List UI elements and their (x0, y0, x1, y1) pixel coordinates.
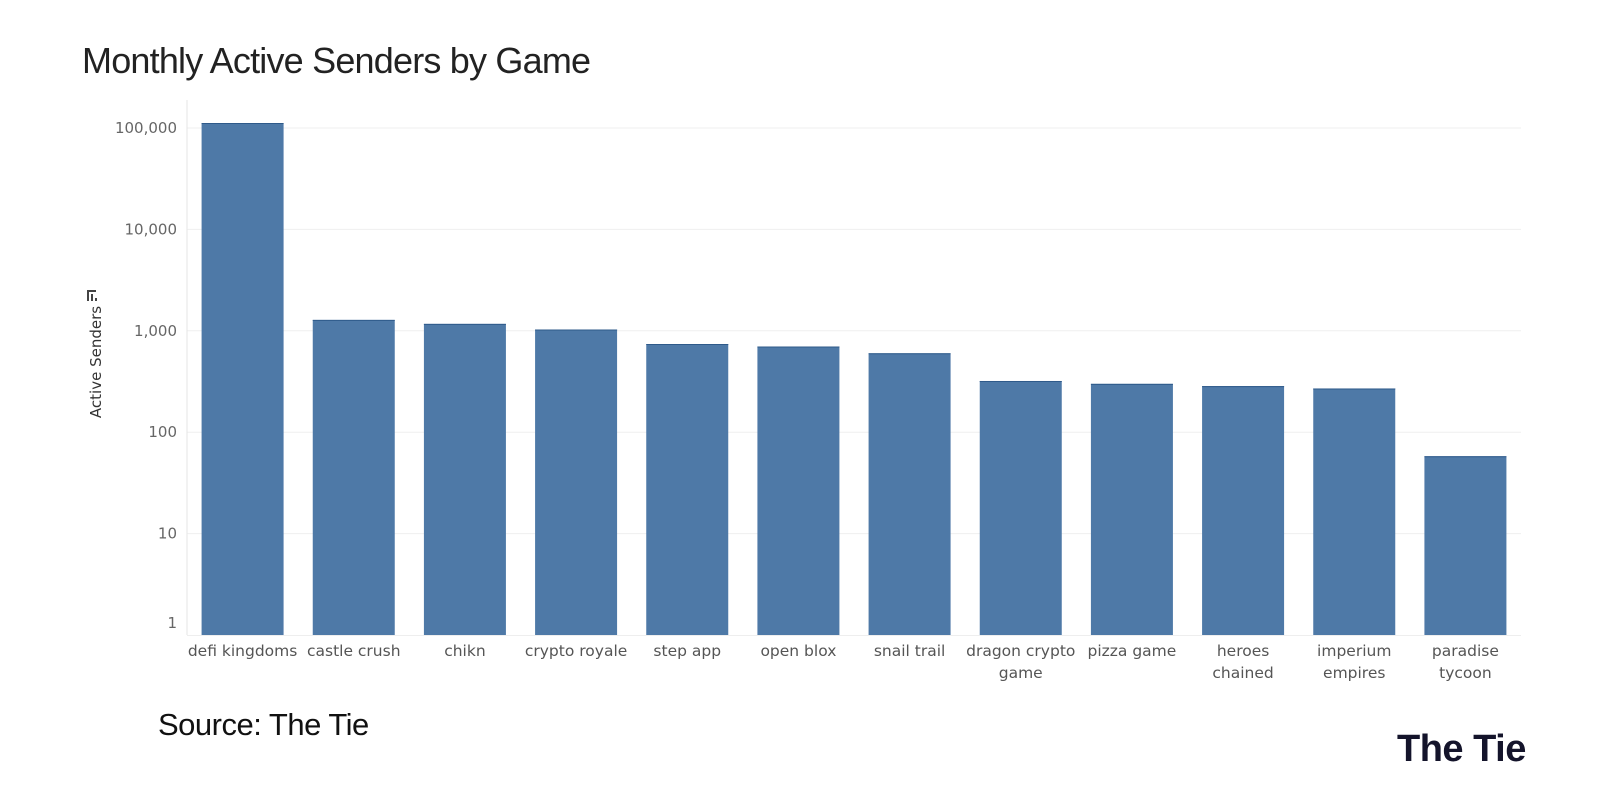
y-axis-title-group: Active Senders (87, 306, 105, 418)
bar[interactable] (1424, 456, 1507, 635)
bar[interactable] (757, 346, 840, 635)
category-label: pizza game (1088, 642, 1177, 660)
category-label: dragon crypto (966, 642, 1075, 660)
category-labels: defi kingdoms castle crush chikn crypto roy… (188, 642, 1499, 682)
y-axis: 1 10 100 1,000 10,000 100,000 (115, 100, 1521, 636)
bar[interactable] (201, 123, 284, 636)
bar[interactable] (979, 380, 1062, 635)
bar[interactable] (646, 344, 729, 635)
y-tick-label: 1 (167, 614, 177, 632)
y-tick-label: 100,000 (115, 119, 177, 137)
chart-title: Monthly Active Senders by Game (82, 40, 591, 81)
y-tick-label: 1,000 (134, 322, 177, 340)
bar[interactable] (1090, 383, 1173, 635)
sort-icon[interactable] (87, 290, 97, 301)
bar[interactable] (1202, 386, 1285, 635)
source-note: Source: The Tie (158, 707, 369, 742)
bar[interactable] (535, 329, 618, 635)
gridlines (187, 127, 1521, 535)
category-label: paradise (1432, 642, 1499, 660)
category-label: empires (1323, 664, 1385, 682)
category-label: heroes (1217, 642, 1270, 660)
category-label: defi kingdoms (188, 642, 298, 660)
category-label: snail trail (874, 642, 946, 660)
bars (201, 123, 1507, 636)
y-tick-label: 10,000 (125, 220, 178, 238)
bar[interactable] (423, 323, 506, 635)
category-label: open blox (760, 642, 836, 660)
category-label: crypto royale (525, 642, 627, 660)
category-label: tycoon (1439, 664, 1492, 682)
category-label: step app (653, 642, 721, 660)
category-label: imperium (1317, 642, 1391, 660)
y-axis-title: Active Senders (87, 306, 105, 418)
y-tick-label: 100 (148, 423, 177, 441)
bar-chart: 1 10 100 1,000 10,000 100,000 defi kingdoms ca… (87, 100, 1521, 682)
category-label: castle crush (307, 642, 401, 660)
bar[interactable] (1313, 388, 1396, 635)
category-label: chikn (444, 642, 485, 660)
y-tick-label: 10 (158, 525, 177, 543)
brand-logo: The Tie (1397, 728, 1526, 770)
bar[interactable] (312, 319, 395, 635)
bar[interactable] (868, 353, 951, 635)
category-label: chained (1212, 664, 1273, 682)
category-label: game (999, 664, 1043, 682)
